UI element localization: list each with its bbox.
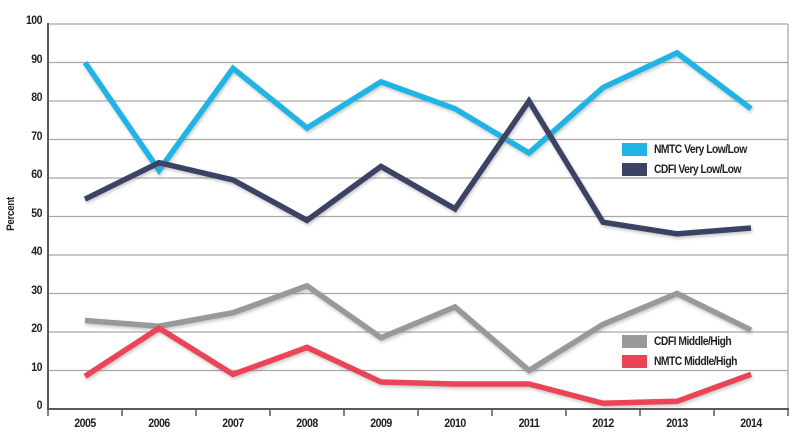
series-line-nmtc-very-low-low <box>82 49 753 176</box>
legend-middle-high: CDFI Middle/High NMTC Middle/High <box>622 331 750 371</box>
legend-entry-nmtc-middle-high: NMTC Middle/High <box>622 351 750 371</box>
x-tick-label-2013: 2013 <box>666 416 688 430</box>
series-line-nmtc-middle-high <box>83 324 752 406</box>
y-tick-label-80: 80 <box>31 90 42 104</box>
legend-entry-cdfi-very-low-low: CDFI Very Low/Low <box>622 159 762 179</box>
legend-label: NMTC Middle/High <box>654 354 737 368</box>
legend-swatch-icon <box>622 334 647 348</box>
x-tick-label-2005: 2005 <box>74 416 96 430</box>
legend-label: CDFI Middle/High <box>654 334 732 348</box>
legend-swatch-icon <box>622 354 647 368</box>
series-line-cdfi-very-low-low <box>83 95 752 237</box>
legend-swatch-icon <box>622 142 647 156</box>
y-tick-label-70: 70 <box>31 128 42 143</box>
x-tick-label-2011: 2011 <box>518 416 540 430</box>
x-tick-label-2006: 2006 <box>148 416 170 430</box>
x-tick-label-2012: 2012 <box>592 416 614 430</box>
y-tick-label-10: 10 <box>31 359 42 374</box>
legend-entry-cdfi-middle-high: CDFI Middle/High <box>622 331 750 351</box>
y-tick-label-100: 100 <box>25 13 43 27</box>
legend-very-low-low: NMTC Very Low/Low CDFI Very Low/Low <box>622 139 762 179</box>
series-line-cdfi-middle-high <box>84 282 753 374</box>
legend-label: NMTC Very Low/Low <box>654 142 747 156</box>
x-tick-label-2014: 2014 <box>740 416 762 430</box>
y-tick-label-40: 40 <box>31 244 42 258</box>
x-tick-label-2010: 2010 <box>444 416 466 430</box>
y-tick-label-0: 0 <box>36 398 43 412</box>
x-tick-label-2009: 2009 <box>370 416 392 430</box>
y-tick-label-50: 50 <box>31 205 42 220</box>
y-tick-label-30: 30 <box>31 282 42 297</box>
y-tick-label-60: 60 <box>31 167 42 181</box>
y-tick-label-90: 90 <box>31 51 42 66</box>
x-tick-label-2008: 2008 <box>296 416 318 430</box>
y-tick-label-20: 20 <box>31 321 42 335</box>
legend-swatch-icon <box>622 162 647 176</box>
legend-label: CDFI Very Low/Low <box>654 162 742 176</box>
legend-entry-nmtc-very-low-low: NMTC Very Low/Low <box>622 139 762 159</box>
x-tick-label-2007: 2007 <box>222 416 244 430</box>
